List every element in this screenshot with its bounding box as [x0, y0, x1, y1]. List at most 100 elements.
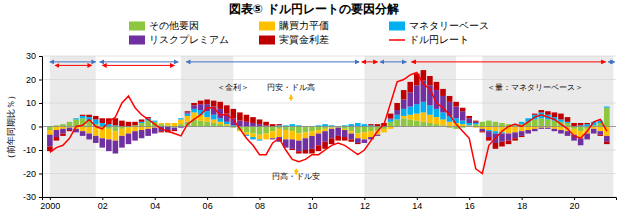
bar: [414, 121, 420, 127]
bar: [427, 115, 433, 123]
bar: [250, 137, 256, 139]
bar: [407, 115, 413, 120]
bar: [545, 119, 551, 126]
bar: [139, 130, 145, 138]
bar: [368, 127, 374, 132]
bar: [60, 134, 66, 136]
bar: [119, 129, 125, 136]
y-tick-mark: [39, 127, 42, 128]
bar: [158, 123, 164, 124]
bar: [158, 131, 164, 132]
legend-swatch: [389, 22, 405, 31]
bar: [263, 134, 269, 140]
bar: [525, 127, 531, 131]
bar: [578, 127, 584, 132]
x-tick-label: 2000: [40, 201, 60, 211]
bar: [368, 124, 374, 125]
period-arrow: [102, 65, 174, 66]
bar: [113, 141, 119, 154]
bar: [453, 102, 459, 107]
x-tick: 20: [570, 197, 580, 211]
bar: [224, 124, 230, 125]
bar: [604, 142, 610, 144]
legend-label: 実質金利差: [279, 34, 329, 45]
bar: [348, 127, 354, 132]
bar: [388, 122, 394, 127]
bar: [512, 138, 518, 140]
bar: [204, 111, 210, 117]
bar: [447, 122, 453, 127]
bar: [86, 134, 92, 140]
bar: [296, 134, 302, 141]
bar: [466, 116, 472, 118]
bar: [86, 115, 92, 117]
bar: [303, 138, 309, 150]
bar: [126, 122, 132, 127]
bar: [99, 138, 105, 147]
bar: [381, 129, 387, 133]
bar: [499, 142, 505, 147]
bar: [119, 121, 125, 127]
y-tick: 30: [26, 51, 42, 61]
bar: [47, 135, 53, 147]
bar: [362, 139, 368, 143]
bar: [80, 127, 86, 132]
bar: [198, 101, 204, 105]
bar: [460, 121, 466, 125]
bar: [578, 138, 584, 145]
bar: [414, 104, 420, 113]
bar: [99, 118, 105, 123]
bar: [401, 90, 407, 99]
bar: [106, 139, 112, 151]
x-tick-label: 10: [307, 201, 317, 211]
y-tick: -20: [23, 169, 42, 179]
title: 図表⑤ ドル円レートの要因分解: [229, 2, 399, 16]
grid-line: [42, 126, 616, 127]
bar: [217, 118, 223, 122]
bar: [565, 117, 571, 122]
bar: [486, 137, 492, 141]
bar: [139, 122, 145, 123]
bar: [283, 125, 289, 126]
y-tick-label: -10: [23, 145, 36, 155]
bar: [178, 118, 184, 119]
x-tick-label: 02: [98, 201, 108, 211]
bar: [348, 131, 354, 133]
bar: [440, 119, 446, 125]
bar: [270, 127, 276, 132]
bar: [204, 99, 210, 104]
zero-line: [42, 126, 616, 127]
bar: [283, 127, 289, 131]
y-tick-label: -20: [23, 169, 36, 179]
bars: [47, 70, 610, 153]
y-tick-label: 20: [26, 75, 36, 85]
bar: [139, 119, 145, 121]
bar: [303, 132, 309, 138]
y-tick-label: 30: [26, 51, 36, 61]
legend-label: その他要因: [149, 20, 199, 31]
y-tick-mark: [39, 103, 42, 104]
bar: [80, 115, 86, 116]
bar: [466, 118, 472, 123]
bar: [532, 119, 538, 126]
bar: [565, 122, 571, 123]
bar: [519, 131, 525, 136]
bar: [545, 128, 551, 129]
bar: [303, 150, 309, 154]
legend-swatch: [129, 22, 145, 31]
bar: [362, 127, 368, 133]
x-tick: 14: [412, 197, 422, 211]
x-tick-label: 04: [150, 201, 160, 211]
x-tick-label: 20: [570, 201, 580, 211]
bar: [165, 123, 171, 125]
period-arrow: [55, 65, 92, 66]
bar: [421, 70, 427, 81]
bar: [322, 129, 328, 131]
x-tick-label: 18: [517, 201, 527, 211]
bar: [54, 125, 60, 126]
bar: [362, 124, 368, 125]
bar: [165, 127, 171, 131]
bar: [329, 129, 335, 138]
bar: [499, 123, 505, 127]
bar: [421, 122, 427, 127]
